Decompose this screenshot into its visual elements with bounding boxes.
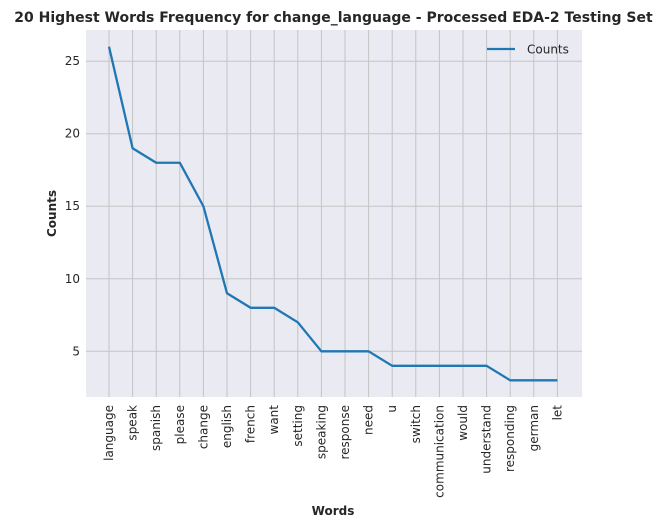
x-axis-ticks: language speak spanish please change english f…	[102, 405, 564, 498]
chart-title: 20 Highest Words Frequency for change_la…	[14, 10, 653, 26]
x-tick-label: responding	[503, 405, 517, 472]
x-tick-label: please	[173, 405, 187, 444]
y-tick-label: 20	[65, 127, 80, 141]
y-axis-label: Counts	[45, 190, 59, 237]
x-tick-label: speak	[126, 405, 140, 441]
x-axis-label: Words	[312, 504, 355, 518]
x-tick-label: let	[550, 405, 564, 421]
plot-area	[86, 30, 582, 397]
x-tick-label: german	[527, 405, 541, 451]
y-tick-label: 15	[65, 199, 80, 213]
y-tick-label: 25	[65, 54, 80, 68]
legend: Counts	[487, 43, 569, 57]
x-tick-label: u	[385, 405, 399, 413]
x-tick-label: would	[456, 405, 470, 441]
x-tick-label: speaking	[314, 405, 328, 459]
x-tick-label: spanish	[149, 405, 163, 451]
x-tick-label: response	[338, 405, 352, 460]
y-tick-label: 10	[65, 272, 80, 286]
x-tick-label: language	[102, 405, 116, 461]
legend-label-counts: Counts	[527, 43, 569, 57]
x-tick-label: english	[220, 405, 234, 448]
y-axis-ticks: 5 10 15 20 25	[65, 54, 80, 358]
x-tick-label: change	[196, 405, 210, 449]
series-layer	[107, 46, 558, 382]
x-tick-label: switch	[409, 405, 423, 443]
series-line-counts	[107, 46, 558, 382]
x-tick-label: understand	[480, 405, 494, 474]
x-tick-label: setting	[291, 405, 305, 447]
y-tick-label: 5	[72, 344, 80, 358]
x-tick-label: want	[267, 405, 281, 435]
x-tick-label: french	[244, 405, 258, 443]
x-tick-label: need	[362, 405, 376, 435]
x-tick-label: communication	[432, 405, 446, 498]
grid-layer	[86, 30, 582, 397]
